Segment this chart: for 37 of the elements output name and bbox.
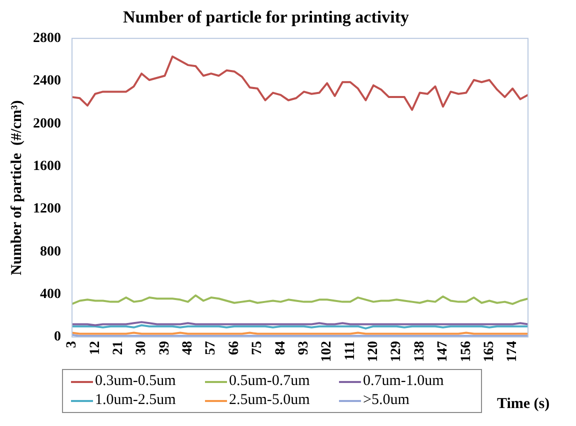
legend-label: 0.5um-0.7um — [229, 373, 310, 390]
x-tick-label: 3 — [64, 341, 80, 348]
x-tick-label: 21 — [110, 341, 126, 355]
x-tick-label: 39 — [157, 341, 172, 355]
x-tick-label: 147 — [436, 341, 451, 362]
x-tick-label: 111 — [342, 341, 358, 360]
x-tick-label: 75 — [250, 341, 266, 355]
x-tick-label: 84 — [273, 341, 288, 355]
y-tick-label: 1200 — [33, 202, 61, 217]
x-tick-label: 102 — [320, 341, 335, 362]
x-tick-label: 12 — [88, 341, 103, 355]
x-tick-label: 138 — [412, 341, 428, 362]
legend-label: 0.3um-0.5um — [95, 373, 176, 390]
y-axis-title: Number of particle (#/cm³) — [8, 100, 25, 276]
y-tick-label: 400 — [40, 286, 61, 302]
x-tick-label: 120 — [366, 341, 382, 362]
y-tick-label: 2000 — [33, 116, 61, 132]
legend-label: 0.7um-1.0um — [363, 373, 444, 390]
x-tick-label: 174 — [505, 341, 520, 362]
x-tick-label: 156 — [458, 341, 474, 362]
x-tick-label: 93 — [296, 341, 312, 355]
legend-label: 1.0um-2.5um — [95, 392, 176, 409]
x-axis-title: Time (s) — [497, 396, 550, 413]
y-tick-label: 2400 — [33, 74, 61, 89]
legend-label: 2.5um-5.0um — [229, 392, 310, 409]
y-tick-label: 800 — [40, 244, 61, 260]
x-tick-label: 30 — [134, 341, 150, 355]
x-tick-label: 129 — [389, 341, 404, 362]
x-tick-label: 165 — [482, 341, 497, 362]
y-tick-label: 0 — [54, 330, 61, 345]
legend-label: >5.0um — [363, 392, 410, 409]
chart-title: Number of particle for printing activity — [123, 8, 410, 27]
y-tick-label: 1600 — [33, 158, 61, 174]
x-tick-label: 66 — [226, 341, 242, 355]
x-tick-label: 48 — [180, 341, 196, 355]
x-tick-label: 57 — [204, 341, 219, 355]
y-tick-label: 2800 — [33, 31, 61, 46]
